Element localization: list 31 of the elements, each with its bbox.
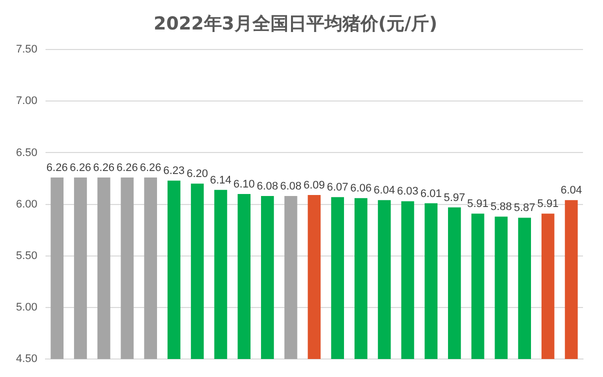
y-tick-label: 7.50 [16, 44, 38, 56]
data-label: 6.07 [326, 182, 348, 194]
data-label: 6.08 [280, 180, 302, 193]
data-label: 6.26 [46, 162, 68, 174]
data-label: 6.26 [93, 162, 115, 174]
data-label: 6.08 [256, 180, 278, 193]
data-label: 5.97 [444, 192, 466, 204]
y-tick-label: 5.50 [16, 250, 38, 262]
data-label: 5.87 [514, 202, 536, 214]
data-label: 6.26 [70, 162, 92, 174]
data-label: 5.91 [537, 198, 559, 210]
data-label: 6.06 [350, 182, 372, 195]
data-label: 6.23 [163, 165, 185, 178]
y-tick-label: 7.00 [16, 95, 38, 108]
data-label: 6.03 [396, 186, 418, 198]
data-label: 6.04 [560, 184, 582, 197]
data-label: 6.01 [420, 188, 442, 200]
y-tick-label: 5.00 [16, 301, 38, 314]
data-label: 6.04 [374, 184, 396, 197]
data-label: 5.88 [490, 201, 512, 214]
data-label: 6.26 [140, 162, 162, 174]
data-label: 6.09 [303, 180, 325, 192]
data-label: 6.20 [186, 168, 208, 180]
chart-title: 2022年3月全国日平均猪价(元/斤) [154, 13, 438, 34]
data-label: 6.14 [210, 174, 232, 186]
data-label: 5.91 [467, 198, 489, 210]
y-tick-label: 4.50 [16, 353, 38, 366]
y-tick-label: 6.00 [16, 198, 38, 210]
data-label: 6.26 [116, 162, 138, 174]
data-label: 6.10 [233, 178, 255, 191]
y-tick-label: 6.50 [16, 146, 38, 159]
